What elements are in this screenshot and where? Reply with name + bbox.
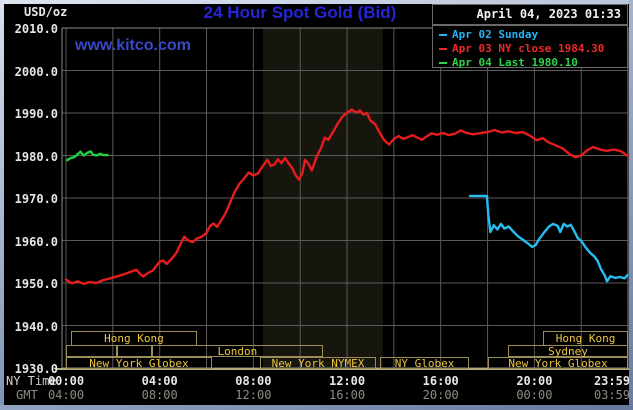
- y-axis-tick-label: 1990.0: [14, 107, 58, 121]
- y-axis-tick-label: 1930.0: [14, 362, 58, 376]
- datetime-box: April 04, 2023 01:33: [432, 4, 628, 25]
- session-box-new-york-globex: New York Globex: [66, 357, 212, 369]
- ny-time-tick-label: 04:00: [141, 374, 178, 388]
- ny-time-tick-label: 23:59: [593, 374, 631, 388]
- session-box-hong-kong: Hong Kong: [70, 331, 197, 346]
- gmt-tick-label: 04:00: [47, 388, 85, 402]
- session-box-empty: [66, 345, 118, 357]
- datetime-label: April 04, 2023 01:33: [476, 7, 622, 21]
- y-axis-unit-label: USD/oz: [24, 5, 68, 19]
- y-axis-tick-label: 1970.0: [14, 192, 58, 206]
- ny-time-axis-label: NY Time: [6, 374, 57, 388]
- gmt-tick-label: 00:00: [516, 388, 553, 402]
- legend-item: Apr 04 Last 1980.10: [439, 56, 578, 69]
- gmt-tick-label: 16:00: [328, 388, 366, 402]
- gmt-tick-label: 12:00: [235, 388, 272, 402]
- legend-dash-icon: [439, 62, 447, 64]
- ny-time-tick-label: 20:00: [516, 374, 553, 388]
- gmt-tick-label: 03:59: [593, 388, 631, 402]
- price-line-apr-04: [65, 150, 109, 162]
- ny-time-tick-label: 00:00: [47, 374, 85, 388]
- frame-edge-left: [0, 0, 4, 410]
- legend-dash-icon: [439, 48, 447, 50]
- y-axis-tick-label: 1980.0: [14, 149, 58, 164]
- session-box-london: London: [151, 345, 323, 357]
- legend-item-label: Apr 04 Last 1980.10: [452, 56, 578, 69]
- price-line-apr-03: [64, 108, 629, 286]
- y-axis-tick-label: 1940.0: [14, 319, 58, 334]
- session-box-new-york-globex: New York Globex: [488, 357, 628, 369]
- y-axis-tick-label: 1950.0: [14, 277, 58, 291]
- ny-time-tick-label: 16:00: [422, 374, 459, 388]
- gmt-axis-label: GMT: [16, 388, 38, 402]
- price-line-apr-02-sunday: [468, 194, 629, 283]
- session-box-sydney: Sydney: [507, 345, 628, 357]
- frame-edge-right: [629, 0, 633, 410]
- session-box-new-york-nymex: New York NYMEX: [259, 357, 377, 369]
- session-box-ny-globex: NY Globex: [380, 357, 470, 369]
- gmt-tick-label: 20:00: [422, 388, 459, 402]
- legend-dash-icon: [439, 34, 447, 36]
- session-box-hong-kong: Hong Kong: [543, 331, 628, 346]
- legend-item: Apr 02 Sunday: [439, 28, 538, 41]
- legend-item-label: Apr 03 NY close 1984.30: [452, 42, 605, 55]
- bottom-axis-rule: [55, 368, 630, 370]
- kitco-watermark-link[interactable]: www.kitco.com: [75, 37, 191, 54]
- frame-edge-bottom: [0, 405, 633, 410]
- ny-time-tick-label: 08:00: [235, 374, 272, 388]
- legend-item: Apr 03 NY close 1984.30: [439, 42, 604, 55]
- legend-item-label: Apr 02 Sunday: [452, 28, 539, 41]
- chart-title: 24 Hour Spot Gold (Bid): [203, 3, 397, 22]
- ny-time-tick-label: 12:00: [328, 374, 366, 388]
- y-axis-tick-label: 1960.0: [14, 234, 58, 249]
- legend: Apr 02 Sunday Apr 03 NY close 1984.30 Apr …: [432, 25, 628, 69]
- frame-edge-top: [0, 0, 633, 4]
- y-axis-tick-label: 2000.0: [14, 64, 58, 79]
- gmt-tick-label: 08:00: [141, 388, 178, 402]
- session-box-empty: [117, 345, 152, 357]
- y-axis-tick-label: 2010.0: [14, 22, 58, 36]
